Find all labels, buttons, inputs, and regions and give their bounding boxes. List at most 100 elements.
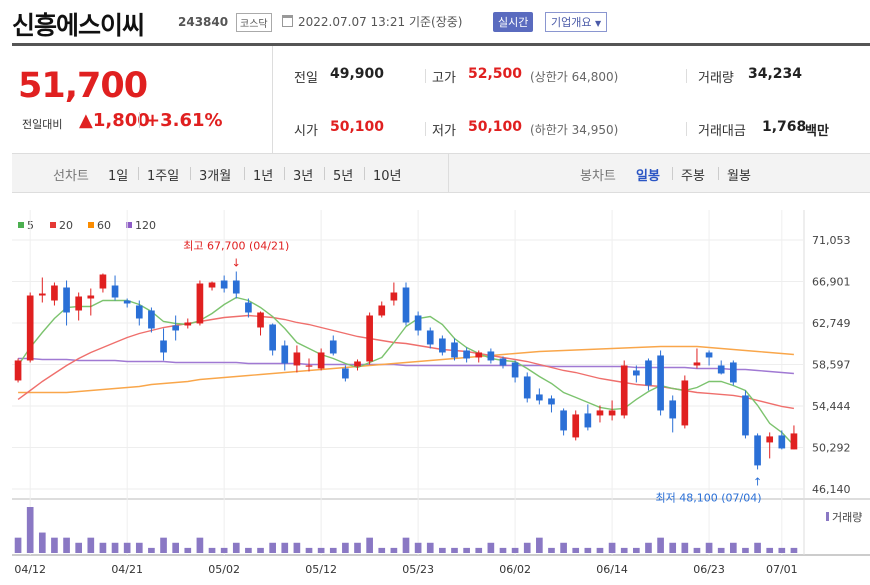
tab-1w[interactable]: 1주일 — [147, 169, 180, 184]
tab-10y[interactable]: 10년 — [373, 169, 402, 184]
up-triangle-icon: ▲ — [79, 110, 93, 131]
candle — [123, 298, 131, 308]
candle-body — [269, 324, 276, 351]
candle — [742, 390, 749, 439]
tab-monthly[interactable]: 월봉 — [727, 169, 751, 184]
tab-1y[interactable]: 1년 — [253, 169, 274, 184]
tab-5y[interactable]: 5년 — [333, 169, 354, 184]
candle — [317, 348, 325, 371]
volume-bar — [51, 537, 58, 553]
volume-bar — [220, 547, 228, 553]
candle-body — [14, 360, 22, 381]
candle-body — [257, 312, 264, 328]
volume-bar — [790, 547, 798, 553]
tab-1d[interactable]: 1일 — [108, 169, 129, 184]
divider — [139, 112, 140, 128]
legend-swatch — [50, 222, 56, 228]
volume-bar — [160, 537, 167, 553]
stock-header: 신흥에스이씨 243840 코스닥 2022.07.07 13:21 기준(장중… — [0, 0, 870, 44]
volume-bar — [499, 547, 507, 553]
candle-body — [184, 322, 192, 326]
candle — [560, 408, 567, 436]
candle-body — [99, 274, 107, 289]
candle — [111, 275, 119, 301]
candle — [354, 359, 361, 371]
candle — [245, 298, 252, 318]
volume-bar — [414, 542, 422, 553]
volume-bar — [511, 547, 519, 553]
x-tick-label: 06/23 — [693, 563, 725, 576]
candle-body — [305, 365, 313, 367]
candle-body — [439, 338, 446, 353]
candle-body — [742, 395, 749, 436]
volume-bar — [342, 542, 349, 553]
volume-bar — [293, 542, 301, 553]
volume-label: 거래량 — [832, 511, 862, 524]
candle — [220, 275, 228, 293]
candle-body — [196, 283, 204, 324]
volume-bar — [366, 537, 373, 553]
candle-body — [729, 362, 737, 383]
quote-datetime: 2022.07.07 13:21 기준(장중) — [298, 15, 463, 29]
tab-weekly[interactable]: 주봉 — [681, 169, 705, 184]
y-tick-label: 62,749 — [812, 317, 851, 330]
candle — [584, 404, 592, 431]
candle — [536, 388, 543, 405]
candle-body — [536, 394, 543, 401]
volume-bar — [560, 542, 567, 553]
candle — [99, 273, 107, 293]
candle — [790, 425, 798, 450]
candle-body — [148, 310, 155, 329]
candle-body — [366, 315, 373, 362]
volume-bar — [548, 547, 555, 553]
candle — [414, 311, 422, 336]
divider — [272, 46, 273, 154]
x-tick-label: 05/02 — [208, 563, 240, 576]
y-tick-label: 71,053 — [812, 234, 851, 247]
candle-body — [293, 352, 301, 366]
ma120-line — [18, 357, 794, 375]
candle-body — [38, 293, 46, 296]
volume-bar — [717, 547, 725, 553]
candle-body — [620, 365, 628, 416]
stock-code: 243840 — [178, 15, 229, 29]
divider — [244, 167, 245, 180]
candle — [572, 410, 580, 441]
candle — [366, 312, 373, 365]
down-arrow-icon: ↓ — [232, 257, 241, 270]
candle — [475, 350, 483, 363]
upper-limit: (상한가 64,800) — [530, 70, 619, 84]
candle — [548, 395, 555, 413]
candle — [14, 358, 22, 383]
company-overview-dropdown[interactable]: 기업개요 ▼ — [545, 12, 608, 32]
candle-body — [657, 355, 664, 411]
chart-tabs: 선차트 1일 1주일 3개월 1년 3년 5년 10년 봉차트 일봉 주봉 월봉 — [12, 154, 870, 193]
volume-bar — [451, 547, 458, 553]
y-tick-label: 46,140 — [812, 483, 851, 496]
volume-bar — [645, 542, 652, 553]
volume-bar — [620, 547, 628, 553]
candle-body — [717, 365, 725, 374]
candle — [681, 375, 689, 429]
volume-bar — [135, 542, 143, 553]
candle — [669, 395, 677, 433]
candle-body — [523, 376, 531, 399]
x-tick-label: 05/12 — [305, 563, 337, 576]
high-value: 52,500 — [468, 66, 523, 82]
volume-bar — [87, 537, 95, 553]
candle-body — [111, 285, 119, 298]
tab-3m[interactable]: 3개월 — [199, 169, 232, 184]
tab-3y[interactable]: 3년 — [293, 169, 314, 184]
candle — [257, 311, 264, 336]
candle — [451, 338, 458, 361]
volume-bar — [778, 547, 786, 553]
prev-close-value: 49,900 — [330, 66, 385, 82]
volume-bar — [487, 542, 495, 553]
realtime-button[interactable]: 실시간 — [493, 12, 534, 32]
prev-close-label: 전일 — [294, 71, 318, 86]
candle-body — [499, 358, 507, 366]
tab-daily[interactable]: 일봉 — [636, 169, 660, 184]
candle-body — [342, 368, 349, 379]
volume-bar — [390, 547, 398, 553]
